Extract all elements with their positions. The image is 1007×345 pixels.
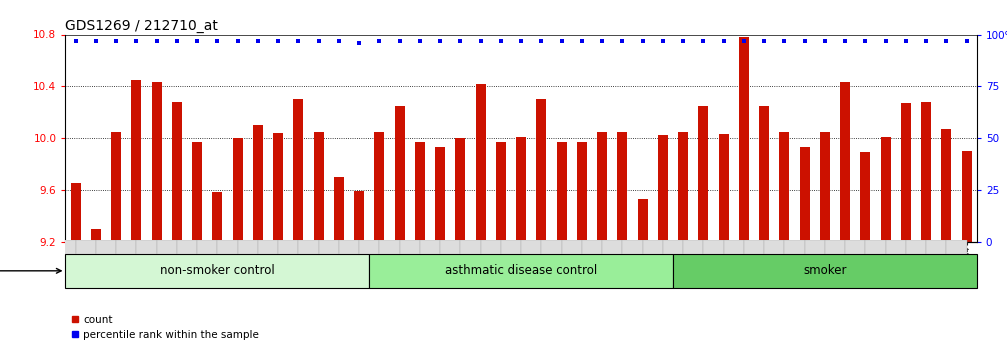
Bar — [136, 240, 156, 254]
Bar — [537, 99, 547, 241]
Bar — [495, 142, 506, 242]
Bar — [177, 240, 197, 254]
Bar — [784, 240, 805, 254]
Bar — [825, 240, 845, 254]
Bar — [380, 240, 400, 254]
Bar — [820, 131, 830, 241]
Bar — [111, 131, 121, 241]
Bar — [197, 240, 218, 254]
Bar — [440, 240, 460, 254]
Bar — [703, 240, 724, 254]
Bar — [779, 131, 789, 241]
Bar — [962, 151, 972, 241]
Bar — [313, 131, 323, 241]
Bar — [76, 240, 96, 254]
Bar — [642, 240, 663, 254]
Bar — [865, 240, 886, 254]
Bar — [218, 240, 238, 254]
Bar — [840, 82, 850, 242]
Bar — [354, 191, 365, 242]
Bar — [278, 240, 298, 254]
Bar — [131, 80, 141, 242]
Bar — [744, 240, 764, 254]
Bar — [420, 240, 440, 254]
Bar — [698, 106, 709, 241]
Bar — [637, 199, 648, 242]
Bar — [435, 147, 445, 242]
Bar — [395, 106, 405, 241]
Bar — [947, 240, 967, 254]
Bar — [375, 131, 385, 241]
Bar — [602, 240, 622, 254]
Bar — [475, 84, 485, 242]
Bar — [238, 240, 258, 254]
Bar — [480, 240, 500, 254]
Bar — [921, 102, 931, 242]
Bar — [91, 228, 101, 242]
Bar — [805, 240, 825, 254]
Bar — [678, 131, 688, 241]
Bar — [293, 99, 303, 241]
Bar — [622, 240, 642, 254]
Bar — [157, 240, 177, 254]
Text: agent: agent — [0, 264, 61, 277]
Bar — [455, 138, 465, 241]
Bar — [415, 142, 425, 242]
Text: smoker: smoker — [804, 264, 847, 277]
Bar — [845, 240, 865, 254]
Bar — [151, 82, 162, 242]
Text: GDS1269 / 212710_at: GDS1269 / 212710_at — [65, 19, 219, 33]
Bar — [359, 240, 380, 254]
Bar — [719, 134, 729, 242]
Bar — [683, 240, 703, 254]
Bar — [658, 136, 668, 242]
Bar — [557, 142, 567, 242]
Bar — [192, 142, 202, 242]
Bar — [617, 131, 627, 241]
Bar — [233, 138, 243, 241]
Bar — [906, 240, 926, 254]
Bar — [55, 240, 76, 254]
Bar — [880, 137, 891, 242]
Bar — [901, 103, 911, 242]
Text: non-smoker control: non-smoker control — [160, 264, 275, 277]
Bar — [516, 137, 527, 242]
Text: asthmatic disease control: asthmatic disease control — [445, 264, 597, 277]
Bar — [338, 240, 359, 254]
Bar — [542, 240, 562, 254]
Bar — [500, 240, 522, 254]
Bar — [562, 240, 582, 254]
Bar — [577, 142, 587, 242]
Bar — [96, 240, 116, 254]
Bar — [212, 192, 223, 242]
Bar — [172, 102, 182, 242]
Bar — [886, 240, 906, 254]
Bar — [739, 37, 749, 241]
Bar — [724, 240, 744, 254]
Bar — [258, 240, 278, 254]
Bar — [70, 183, 81, 242]
Bar — [759, 106, 769, 241]
Bar — [370, 254, 673, 288]
Bar — [318, 240, 338, 254]
Bar — [663, 240, 683, 254]
Bar — [764, 240, 784, 254]
Bar — [333, 177, 344, 242]
Bar — [860, 152, 870, 242]
Bar — [65, 254, 370, 288]
Bar — [116, 240, 136, 254]
Bar — [298, 240, 318, 254]
Bar — [926, 240, 947, 254]
Bar — [800, 147, 810, 242]
Bar — [522, 240, 542, 254]
Bar — [673, 254, 977, 288]
Bar — [460, 240, 480, 254]
Bar — [942, 129, 952, 242]
Bar — [253, 125, 263, 242]
Bar — [273, 133, 283, 242]
Bar — [582, 240, 602, 254]
Bar — [597, 131, 607, 241]
Legend: count, percentile rank within the sample: count, percentile rank within the sample — [70, 315, 259, 340]
Bar — [400, 240, 420, 254]
